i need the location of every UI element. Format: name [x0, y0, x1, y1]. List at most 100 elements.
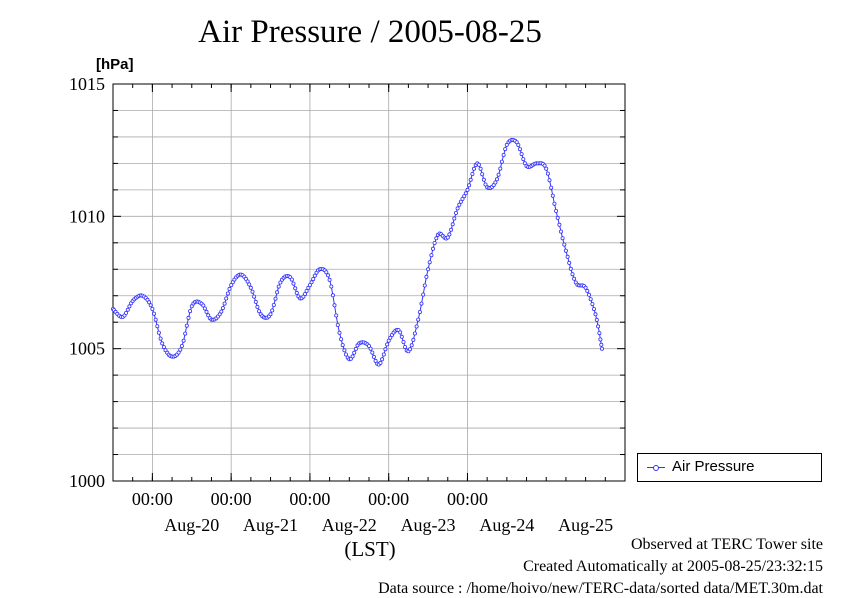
- data-point: [253, 299, 258, 304]
- data-point: [519, 152, 524, 157]
- data-point: [414, 324, 419, 329]
- data-point: [412, 331, 417, 336]
- data-point: [325, 273, 330, 278]
- data-point: [480, 172, 485, 177]
- data-point: [220, 306, 225, 311]
- data-point: [407, 347, 412, 352]
- data-point: [334, 313, 339, 318]
- data-point: [560, 236, 565, 241]
- data-point: [158, 336, 163, 341]
- data-point: [176, 350, 181, 355]
- data-point: [449, 227, 454, 232]
- data-point: [148, 303, 153, 308]
- data-point: [434, 236, 439, 241]
- data-point: [562, 242, 567, 247]
- data-point: [378, 360, 383, 365]
- data-point: [380, 357, 385, 362]
- data-point: [368, 346, 373, 351]
- data-point: [568, 266, 573, 271]
- data-point: [455, 206, 460, 211]
- data-point: [273, 296, 278, 301]
- data-point: [417, 310, 422, 315]
- series-air-pressure: [111, 137, 605, 367]
- data-point: [271, 302, 276, 307]
- data-point: [429, 253, 434, 258]
- data-point: [549, 185, 554, 190]
- data-point: [596, 324, 601, 329]
- data-point: [248, 285, 253, 290]
- footer-source: Data source : /home/hoivo/new/TERC-data/…: [378, 580, 823, 597]
- y-axis-unit: [hPa]: [96, 56, 134, 73]
- data-point: [453, 210, 458, 215]
- data-point: [460, 196, 465, 201]
- data-point: [598, 337, 603, 342]
- data-point: [183, 331, 188, 336]
- data-point: [151, 311, 156, 316]
- data-point: [463, 191, 468, 196]
- data-point: [590, 302, 595, 307]
- data-point: [202, 306, 207, 311]
- data-point: [160, 341, 165, 346]
- data-point: [257, 309, 262, 314]
- y-tick-label: 1015: [69, 74, 105, 94]
- data-point: [555, 215, 560, 220]
- data-point: [224, 296, 229, 301]
- data-point: [494, 177, 499, 182]
- data-point: [401, 339, 406, 344]
- data-point: [467, 183, 472, 188]
- data-point: [432, 240, 437, 245]
- data-point: [311, 277, 316, 282]
- data-point: [181, 338, 186, 343]
- data-point: [385, 342, 390, 347]
- data-point: [419, 301, 424, 306]
- data-point: [373, 358, 378, 363]
- data-point: [335, 322, 340, 327]
- data-point: [398, 330, 403, 335]
- data-point: [552, 201, 557, 206]
- y-tick-label: 1000: [69, 471, 105, 491]
- data-point: [289, 277, 294, 282]
- data-point: [153, 317, 158, 322]
- data-point: [468, 177, 473, 182]
- data-point: [445, 235, 450, 240]
- data-point: [330, 293, 335, 298]
- data-point: [150, 306, 155, 311]
- data-point: [554, 208, 559, 213]
- data-point: [156, 330, 161, 335]
- chart-title: Air Pressure / 2005-08-25: [198, 14, 542, 50]
- data-point: [250, 289, 255, 294]
- data-point: [427, 260, 432, 265]
- data-point: [312, 273, 317, 278]
- data-point: [544, 166, 549, 171]
- data-point: [462, 194, 467, 199]
- data-point: [481, 177, 486, 182]
- data-point: [247, 282, 252, 287]
- data-point: [252, 294, 257, 299]
- data-point: [229, 283, 234, 288]
- data-point: [499, 159, 504, 164]
- data-point: [516, 142, 521, 147]
- data-point: [503, 147, 508, 152]
- data-point: [293, 286, 298, 291]
- data-point: [465, 187, 470, 192]
- data-point: [179, 343, 184, 348]
- data-point: [371, 354, 376, 359]
- data-point: [206, 313, 211, 318]
- data-point: [381, 352, 386, 357]
- data-point: [304, 288, 309, 293]
- data-point: [353, 346, 358, 351]
- data-point: [471, 166, 476, 171]
- data-point: [550, 193, 555, 198]
- data-point: [339, 337, 344, 342]
- x-date-label: Aug-21: [243, 515, 298, 535]
- footer-created: Created Automatically at 2005-08-25/23:3…: [523, 558, 823, 575]
- grid-lines: [113, 84, 625, 481]
- data-point: [386, 338, 391, 343]
- data-point: [342, 348, 347, 353]
- data-point: [302, 292, 307, 297]
- data-point: [592, 307, 597, 312]
- x-date-label: Aug-23: [401, 515, 456, 535]
- data-point: [403, 344, 408, 349]
- data-point: [294, 290, 299, 295]
